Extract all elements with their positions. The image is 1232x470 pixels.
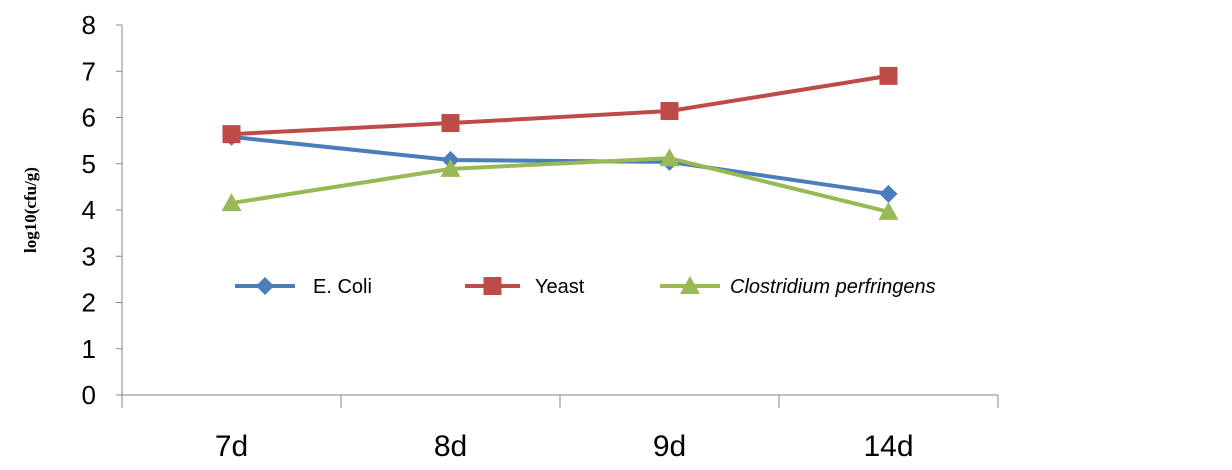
data-point-diamond [879,184,898,203]
y-tick-label: 5 [82,149,96,179]
y-tick-label: 8 [82,10,96,40]
legend: E. Coli Yeast Clostridium perfringens [235,276,936,298]
y-axis-label: log10(cfu/g) [21,167,40,253]
y-tick-label: 3 [82,241,96,271]
x-tick-label: 9d [653,430,686,463]
series-line [231,73,889,137]
y-tick-label: 1 [82,334,96,364]
data-point-square [879,66,898,85]
data-point-triangle [440,158,461,177]
data-point-triangle [878,201,899,220]
legend-marker-triangle [680,276,700,294]
data-point-square [441,114,460,133]
series-line [231,134,889,196]
x-tick-label: 7d [215,430,248,463]
y-tick-label: 6 [82,103,96,133]
y-tick-label: 4 [82,195,96,225]
data-point-triangle [659,148,680,167]
legend-label: Yeast [535,276,585,298]
legend-label: E. Coli [313,276,372,298]
legend-item: Clostridium perfringens [660,276,936,298]
x-tick-label: 8d [434,430,467,463]
legend-item: E. Coli [235,276,372,298]
legend-label: Clostridium perfringens [730,276,936,298]
data-point-triangle [221,193,242,212]
y-tick-label: 7 [82,56,96,86]
y-tick-label: 2 [82,288,96,318]
data-point-square [222,125,241,144]
series-clostridium-perfringens [221,148,899,220]
legend-item: Yeast [465,276,585,298]
y-tick-label: 0 [82,380,96,410]
series-line [231,156,889,214]
data-point-square [660,102,679,121]
x-tick-label: 14d [863,430,913,463]
legend-marker-diamond [256,277,274,295]
legend-marker-square [483,277,502,295]
series-yeast [222,66,898,144]
